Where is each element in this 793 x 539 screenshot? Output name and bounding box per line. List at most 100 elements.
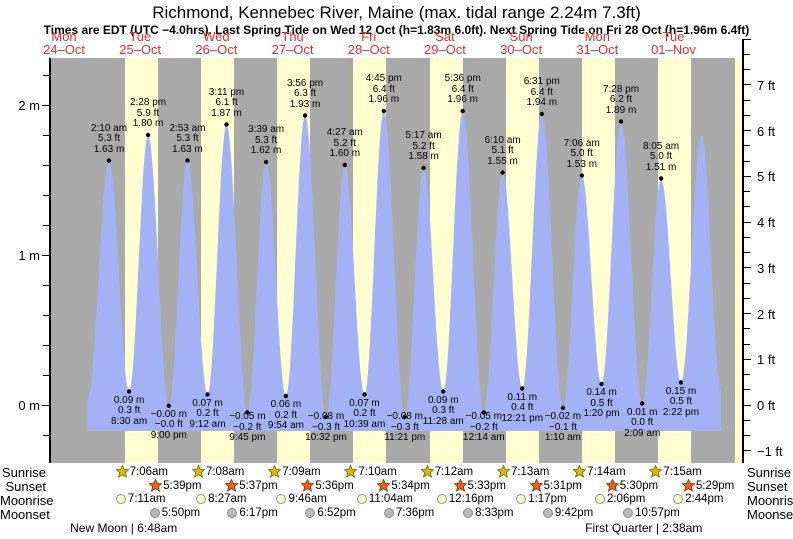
day-of-week: Sun (509, 29, 533, 44)
annotation-line: 7:06 am (563, 137, 600, 149)
tide-extreme-dot (618, 119, 624, 124)
tide-extreme-dot (245, 410, 250, 415)
low-tide-annotation: −0.00 m −0.0 ft 9:00 pm (134, 409, 204, 442)
annotation-line: −0.2 ft (469, 421, 498, 433)
right-axis-minor-tick (744, 389, 750, 391)
row-label-moonrise-left: Moonrise (0, 493, 54, 508)
tide-extreme-dot (560, 405, 566, 411)
moonrise-entry-time: 2:06pm (606, 493, 646, 505)
sunset-star-icon (377, 479, 391, 492)
tide-extreme-dot (460, 108, 465, 114)
tide-extreme-dot (205, 392, 210, 397)
annotation-line: 0.4 ft (511, 402, 534, 413)
annotation-line: 1.63 m (172, 143, 203, 155)
day-of-week: Fri (361, 29, 377, 44)
tide-extreme-dot (640, 401, 645, 406)
annotation-line: 1.63 m (93, 143, 125, 155)
high-tide-annotation: 5:17 am 5.2 ft 1.58 m (389, 130, 459, 163)
right-axis-label: 2 ft (757, 306, 776, 322)
day-label: Tue 25–Oct (105, 30, 175, 56)
day-date: 31–Oct (576, 42, 619, 57)
row-label-sunset-right: Sunset (747, 479, 788, 494)
high-tide-annotation: 6:31 pm 6.4 ft 1.94 m (507, 76, 577, 109)
moonrise-entry: 9:46am (276, 493, 327, 505)
annotation-line: 0.2 ft (353, 408, 376, 419)
row-label-sunrise-right: Sunrise (747, 465, 792, 480)
moonrise-icon (115, 494, 126, 504)
right-axis-minor-tick (744, 191, 750, 193)
right-axis-label: 6 ft (757, 123, 776, 139)
annotation-line: 5.2 ft (333, 137, 356, 149)
day-date: 25–Oct (119, 42, 162, 57)
right-axis-label: −1 ft (757, 443, 783, 459)
right-axis-tick (743, 175, 751, 177)
page-title: Richmond, Kennebec River, Maine (max. ti… (152, 3, 641, 22)
right-axis-minor-tick (744, 145, 750, 147)
annotation-line: −0.3 ft (311, 421, 341, 433)
tide-extreme-dot (185, 158, 190, 163)
left-axis-tick (42, 404, 50, 406)
high-tide-annotation: 6:10 am 5.1 ft 1.55 m (468, 134, 538, 168)
annotation-line: 1.62 m (250, 145, 282, 156)
annotation-line: −0.2 ft (233, 421, 262, 433)
annotation-line: 5.2 ft (412, 140, 435, 152)
day-of-week: Wed (203, 29, 230, 44)
sunrise-star-icon (191, 465, 205, 478)
sunset-star-icon (605, 479, 619, 492)
right-axis-minor-tick (744, 328, 750, 330)
annotation-line: 1:10 am (544, 432, 581, 443)
annotation-line: 5.1 ft (491, 145, 514, 156)
moonrise-entry-time: 7:11am (127, 493, 166, 505)
annotation-line: 2:53 am (169, 122, 206, 134)
annotation-line: 1.53 m (566, 158, 598, 170)
annotation-line: 3:56 pm (286, 77, 324, 89)
low-tide-annotation: −0.05 m −0.2 ft 9:45 pm (212, 411, 282, 444)
sunrise-entry: 7:15am (649, 465, 702, 478)
right-axis-minor-tick (744, 374, 750, 376)
left-axis-tick (42, 104, 50, 106)
tide-extreme-dot (166, 403, 171, 408)
annotation-line: 6.2 ft (609, 94, 633, 105)
annotation-line: −0.05 m (229, 411, 266, 422)
annotation-line: 6:10 am (484, 134, 521, 146)
day-label: Mon 24–Oct (29, 30, 99, 56)
annotation-line: 1.60 m (329, 148, 361, 159)
high-tide-annotation: 8:05 am 5.0 ft 1.51 m (626, 141, 696, 174)
sunset-entry-time: 5:29pm (695, 479, 735, 492)
low-tide-annotation: 0.06 m 0.2 ft 9:54 am (251, 399, 321, 432)
left-axis-label: 1 m (18, 248, 40, 263)
tide-curve (87, 108, 722, 431)
annotation-line: 5.9 ft (136, 107, 160, 119)
annotation-line: 5.0 ft (570, 148, 593, 159)
moonset-entry-time: 8:33pm (475, 507, 514, 519)
tide-extreme-dot (302, 113, 308, 118)
sunset-star-icon (149, 479, 163, 492)
annotation-line: 9:54 am (267, 420, 304, 431)
moonset-icon (623, 508, 634, 518)
low-tide-annotation: 0.14 m 0.5 ft 1:20 pm (567, 387, 637, 420)
row-label-moonset-left: Moonset (0, 507, 50, 522)
sunrise-entry-time: 7:13am (510, 465, 550, 478)
low-tide-annotation: 0.07 m 0.2 ft 10:39 am (329, 397, 399, 431)
sunset-entry: 5:30pm (605, 479, 658, 492)
annotation-line: 1.94 m (526, 97, 558, 108)
left-axis-line (49, 58, 51, 463)
sunrise-star-icon (420, 465, 434, 478)
moonset-entry-time: 7:36pm (395, 507, 435, 519)
sunrise-entry: 7:12am (420, 465, 473, 478)
annotation-line: 0.11 m (507, 391, 538, 403)
right-axis-minor-tick (744, 236, 750, 238)
tide-extreme-dot (342, 162, 347, 168)
low-tide-annotation: −0.08 m −0.3 ft 11:21 pm (370, 411, 440, 444)
annotation-line: −0.08 m (386, 411, 423, 422)
moonrise-entry-time: 12:16pm (448, 493, 494, 505)
tide-extreme-dot (145, 132, 151, 138)
annotation-line: 0.07 m (349, 397, 380, 409)
moonrise-icon (516, 494, 527, 504)
day-of-week: Tue (662, 29, 685, 44)
sunrise-entry-time: 7:06am (129, 465, 169, 478)
right-axis-label: 3 ft (757, 260, 776, 276)
tide-extreme-dot (323, 414, 329, 420)
day-of-week: Sat (435, 29, 455, 44)
sunset-star-icon (225, 479, 239, 492)
